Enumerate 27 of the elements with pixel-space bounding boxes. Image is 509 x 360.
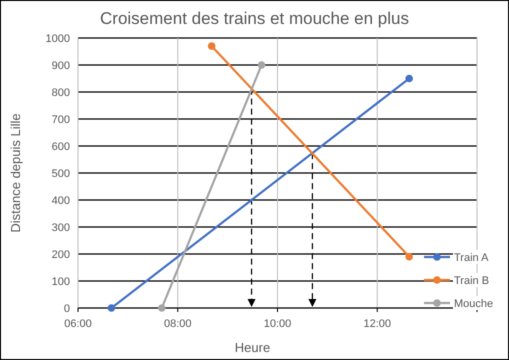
y-tick-label: 700 [52,114,70,126]
x-tick-label: 08:00 [164,318,192,330]
legend-label: Train A [454,252,490,264]
x-axis-title: Heure [234,340,270,355]
y-tick-label: 100 [52,276,70,288]
y-tick-label: 400 [52,195,70,207]
y-tick-label: 600 [52,141,70,153]
y-tick-label: 800 [52,87,70,99]
y-tick-label: 300 [52,222,70,234]
y-tick-label: 500 [52,168,70,180]
y-tick-label: 0 [64,303,70,315]
point [108,304,116,312]
chart-title: Croisement des trains et mouche en plus [100,9,409,28]
y-tick-label: 900 [52,60,70,72]
point [405,74,413,82]
y-tick-label: 200 [52,249,70,261]
point [208,42,216,50]
x-tick-label: 06:00 [64,318,92,330]
y-axis-title: Distance depuis Lille [8,113,23,233]
x-tick-label: 10:00 [264,318,292,330]
point [158,304,166,312]
point [258,61,266,69]
legend-label: Mouche [454,298,494,310]
x-tick-label: 12:00 [363,318,392,330]
legend-label: Train B [454,275,490,287]
point [405,252,413,260]
y-tick-label: 1000 [46,33,70,45]
